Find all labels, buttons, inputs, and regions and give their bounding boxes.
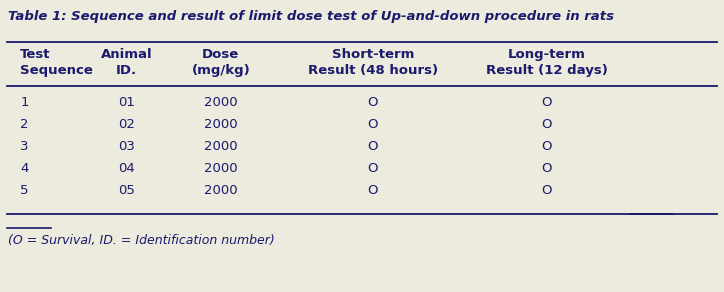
Text: O: O [542, 184, 552, 197]
Text: 02: 02 [118, 118, 135, 131]
Text: O: O [368, 118, 378, 131]
Text: Animal: Animal [101, 48, 153, 61]
Text: Table 1: Sequence and result of limit dose test of Up-and-down procedure in rats: Table 1: Sequence and result of limit do… [8, 10, 614, 23]
Text: O: O [368, 96, 378, 109]
Text: O: O [368, 162, 378, 175]
Text: 01: 01 [118, 96, 135, 109]
Text: ID.: ID. [116, 64, 138, 77]
Text: (mg/kg): (mg/kg) [191, 64, 251, 77]
Text: O: O [542, 118, 552, 131]
Text: 2000: 2000 [204, 162, 237, 175]
Text: 5: 5 [20, 184, 29, 197]
Text: 05: 05 [118, 184, 135, 197]
Text: O: O [368, 184, 378, 197]
Text: O: O [542, 162, 552, 175]
Text: 2000: 2000 [204, 96, 237, 109]
Text: 2000: 2000 [204, 140, 237, 153]
Text: Short-term: Short-term [332, 48, 414, 61]
Text: O: O [542, 96, 552, 109]
Text: 4: 4 [20, 162, 29, 175]
Text: Sequence: Sequence [20, 64, 93, 77]
Text: Result (48 hours): Result (48 hours) [308, 64, 438, 77]
Text: Dose: Dose [202, 48, 240, 61]
Text: Result (12 days): Result (12 days) [486, 64, 607, 77]
Text: 2: 2 [20, 118, 29, 131]
Text: (O = Survival, ID. = Identification number): (O = Survival, ID. = Identification numb… [8, 234, 274, 247]
Text: 3: 3 [20, 140, 29, 153]
Text: Long-term: Long-term [508, 48, 586, 61]
Text: 2000: 2000 [204, 184, 237, 197]
Text: 2000: 2000 [204, 118, 237, 131]
Text: O: O [368, 140, 378, 153]
Text: 04: 04 [118, 162, 135, 175]
Text: O: O [542, 140, 552, 153]
Text: 1: 1 [20, 96, 29, 109]
Text: 03: 03 [118, 140, 135, 153]
Text: Test: Test [20, 48, 51, 61]
